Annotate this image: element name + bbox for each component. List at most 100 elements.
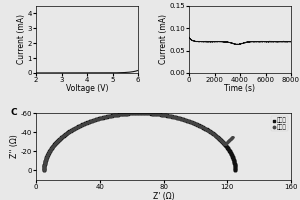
极化前	[42, 165, 46, 168]
极化后	[160, 113, 165, 116]
极化后	[42, 167, 46, 170]
极化前	[135, 111, 140, 115]
极化前	[46, 151, 51, 154]
极化前	[231, 159, 236, 162]
极化后	[191, 122, 196, 125]
极化前	[203, 127, 208, 130]
极化后	[76, 125, 81, 128]
极化前	[173, 116, 178, 119]
极化后	[166, 114, 171, 117]
极化后	[133, 112, 137, 115]
极化后	[157, 113, 162, 116]
极化前	[70, 128, 75, 131]
极化前	[46, 152, 51, 155]
极化前	[219, 139, 224, 142]
极化前	[80, 123, 85, 126]
极化前	[230, 155, 235, 159]
极化后	[225, 140, 230, 144]
极化后	[72, 127, 77, 130]
极化后	[214, 135, 219, 138]
极化后	[180, 118, 185, 121]
极化前	[44, 155, 49, 158]
极化后	[203, 127, 208, 131]
极化前	[109, 114, 113, 117]
极化前	[64, 132, 69, 135]
极化后	[101, 116, 106, 119]
极化后	[184, 119, 189, 122]
极化后	[190, 121, 195, 124]
极化后	[204, 128, 209, 131]
极化前	[170, 115, 175, 118]
极化前	[158, 113, 163, 116]
极化前	[191, 122, 196, 125]
极化前	[145, 112, 150, 115]
极化前	[57, 137, 62, 140]
极化前	[71, 127, 76, 130]
极化后	[42, 167, 46, 170]
极化后	[201, 126, 206, 129]
极化后	[142, 112, 147, 115]
极化前	[55, 139, 60, 142]
极化后	[82, 122, 86, 125]
极化前	[229, 152, 234, 156]
极化后	[183, 119, 188, 122]
极化前	[142, 112, 147, 115]
极化前	[194, 123, 199, 126]
极化前	[48, 148, 53, 151]
极化前	[230, 155, 235, 158]
极化后	[221, 141, 226, 144]
极化后	[192, 122, 197, 125]
极化后	[133, 112, 138, 115]
极化后	[114, 113, 118, 116]
极化后	[107, 114, 112, 118]
极化后	[53, 141, 58, 145]
极化前	[72, 127, 77, 130]
极化后	[169, 115, 174, 118]
极化后	[130, 112, 134, 115]
极化后	[52, 143, 57, 146]
极化后	[204, 128, 208, 131]
极化前	[214, 135, 219, 138]
极化后	[82, 122, 87, 125]
极化前	[97, 117, 101, 120]
极化后	[44, 158, 48, 161]
极化前	[141, 112, 146, 115]
极化后	[70, 128, 75, 131]
极化前	[61, 134, 66, 138]
极化后	[222, 142, 227, 146]
极化前	[214, 135, 219, 138]
极化后	[43, 161, 47, 164]
极化后	[45, 153, 50, 156]
极化后	[60, 135, 65, 138]
极化前	[130, 112, 135, 115]
极化前	[83, 122, 88, 125]
极化前	[230, 155, 235, 158]
极化前	[200, 126, 205, 129]
极化后	[73, 126, 78, 130]
极化后	[80, 123, 85, 126]
极化后	[64, 132, 69, 135]
极化后	[206, 129, 211, 132]
极化前	[193, 122, 198, 126]
极化后	[218, 139, 223, 142]
极化前	[146, 112, 151, 115]
极化后	[207, 130, 212, 133]
极化前	[232, 161, 237, 164]
极化后	[210, 132, 214, 135]
极化后	[42, 165, 46, 168]
极化前	[62, 133, 67, 136]
极化前	[201, 126, 206, 130]
极化前	[101, 116, 106, 119]
极化后	[96, 117, 101, 120]
极化前	[210, 132, 215, 135]
极化后	[42, 168, 46, 171]
极化前	[42, 167, 46, 170]
极化前	[123, 112, 128, 115]
极化后	[222, 143, 227, 146]
极化后	[230, 136, 234, 139]
极化前	[87, 120, 92, 123]
极化后	[71, 128, 76, 131]
极化后	[42, 166, 46, 169]
极化后	[205, 128, 210, 131]
极化后	[44, 155, 49, 159]
